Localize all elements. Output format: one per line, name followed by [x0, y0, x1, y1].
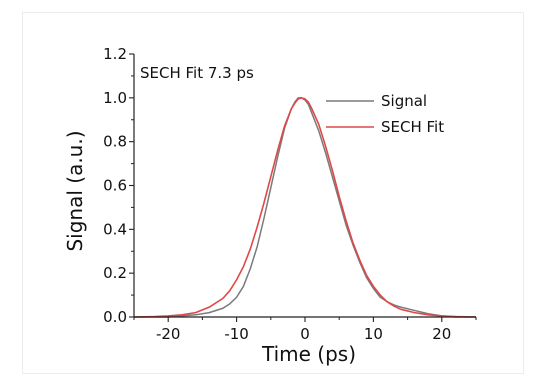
plot-layer — [133, 97, 477, 318]
x-tick-label: 0 — [300, 325, 310, 343]
x-tick-label: 20 — [432, 325, 451, 343]
axis-layer: -20 -10 0 10 20 0.0 0.2 0.4 0.6 0.8 1.0 1.2 — [103, 45, 477, 343]
series-line-sech-fit — [133, 97, 477, 318]
y-axis-title: Signal (a.u.) — [63, 130, 87, 251]
legend-label-sech-fit: SECH Fit — [381, 118, 444, 136]
chart-annotation: SECH Fit 7.3 ps — [140, 64, 254, 82]
y-tick-label: 0.2 — [103, 264, 127, 282]
x-tick-label: -20 — [156, 325, 181, 343]
legend: Signal SECH Fit — [326, 92, 444, 136]
y-tick-label: 0.6 — [103, 177, 127, 195]
y-tick-label: 0.8 — [103, 133, 127, 151]
x-axis-title: Time (ps) — [261, 342, 356, 366]
x-tick-label: -10 — [224, 325, 249, 343]
y-tick-label: 1.0 — [103, 89, 127, 107]
x-tick-label: 10 — [364, 325, 383, 343]
legend-label-signal: Signal — [381, 92, 427, 110]
y-tick-label: 0.4 — [103, 220, 127, 238]
y-tick-label: 1.2 — [103, 45, 127, 63]
y-tick-label: 0.0 — [103, 308, 127, 326]
chart-frame — [22, 12, 524, 374]
